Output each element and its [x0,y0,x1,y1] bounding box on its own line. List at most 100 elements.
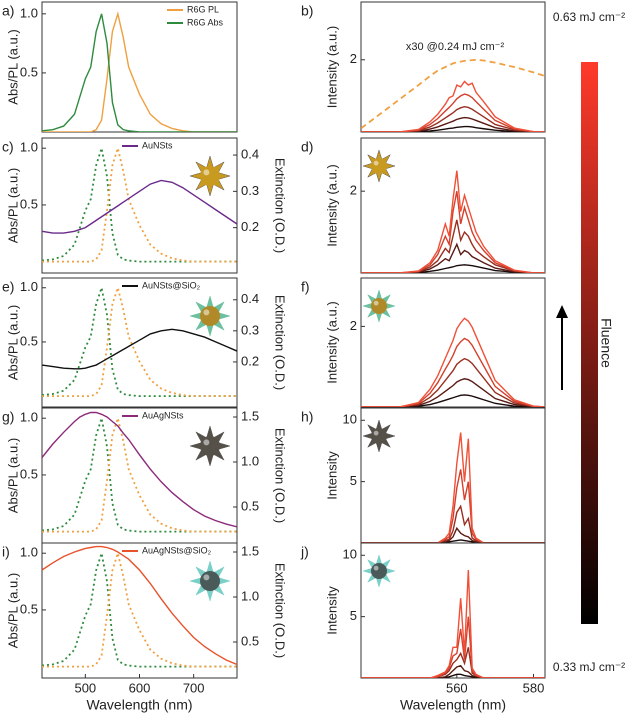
particle-core [371,158,387,174]
panel-label: j) [300,544,309,560]
y-tick-label: 0.5 [20,64,38,79]
y2-tick-label: 0.2 [241,219,259,234]
data-line [42,328,237,370]
data-line [361,469,545,543]
panel-label: e) [2,279,14,295]
y-tick-label: 1.0 [20,410,38,425]
y2-axis-label: Extinction (O.D.) [273,563,288,658]
data-line [361,264,545,273]
particle-core [200,166,220,186]
particle-core [200,436,220,456]
plot-frame [360,277,546,408]
x-axis-label: Wavelength (nm) [86,697,192,713]
colorbar-max-label: 0.63 mJ cm⁻² [553,10,625,24]
panel: c) 0.5 1.0 0.2 0.3 0.4 Abs/PL (a.u.) Extinction… [2,137,288,274]
x-tick-label: 500 [74,680,96,695]
data-line [42,284,237,398]
panel: d) 2 Intensity (a.u.) [301,137,546,274]
data-line [42,13,237,132]
data-line [361,93,545,132]
data-line [361,170,545,273]
legend-label: AuNSts [142,140,173,150]
y-tick-label: 1.0 [20,279,38,294]
particle-highlight [373,565,379,571]
data-line [361,378,545,407]
data-line [42,411,237,528]
panel: b) 2 Intensity (a.u.) x30 @0.24 mJ cm⁻² [301,1,546,133]
y2-tick-label: 0.3 [241,322,259,337]
plot-frame [360,137,546,274]
data-line [361,432,545,543]
data-line [42,549,237,668]
y-tick-label: 0.5 [20,333,38,348]
particle-highlight [373,160,379,166]
plot-frame [360,542,546,679]
data-line [361,569,545,678]
y-axis-label: Intensity [324,586,339,635]
colorbar-label: Fluence [598,318,614,368]
particle-highlight [203,439,210,446]
data-line [361,526,545,543]
y2-tick-label: 0.4 [241,146,259,161]
panel: h) 5 10 Intensity [301,407,546,544]
data-line [361,673,545,678]
data-line [361,357,545,407]
y2-tick-label: 1.0 [241,588,259,603]
x-axis-label: Wavelength (nm) [400,697,506,713]
y-tick-label: 2 [350,318,357,333]
y-axis-label: Abs/PL (a.u.) [5,305,20,380]
x-tick-label: 580 [523,680,545,695]
x-tick-label: 560 [446,680,468,695]
particle-highlight [203,309,210,316]
legend-label: AuNSts@SiO₂ [142,280,201,290]
plot-frame [41,137,238,274]
plot-frame [41,277,238,408]
y-tick-label: 2 [350,51,357,66]
y-tick-label: 2 [350,183,357,198]
data-line [361,647,545,678]
data-line [361,58,545,130]
y2-axis-label: Extinction (O.D.) [273,158,288,253]
data-line [361,242,545,273]
y2-tick-label: 1.0 [241,453,259,468]
data-line [361,394,545,407]
plot-frame [41,407,238,544]
particle-highlight [373,430,379,436]
y-axis-label: Intensity [324,451,339,500]
data-line [42,545,237,666]
y-tick-label: 0.5 [20,196,38,211]
panel-label: f) [301,279,310,295]
panel: g) 0.5 1.0 0.5 1.0 1.5 Abs/PL (a.u.) Extinction… [2,407,288,544]
panel-label: b) [301,3,313,19]
panel: j) 5 10 560 580 Intensity Wavelength (nm) [300,542,546,713]
data-line [361,539,545,543]
colorbar-min-label: 0.33 mJ cm⁻² [553,660,625,674]
panel-label: g) [2,409,14,425]
y-tick-label: 5 [350,608,357,623]
particle-core [371,563,387,579]
y-tick-label: 10 [343,547,357,562]
panel: i) 0.5 1.0 0.5 1.0 1.5 500 600 700 Abs/PL (a.u.) E… [2,542,288,713]
y2-tick-label: 1.5 [241,408,259,423]
y-axis-label: Abs/PL (a.u.) [5,573,20,648]
y-tick-label: 5 [350,473,357,488]
y-tick-label: 10 [343,412,357,427]
panel-label: d) [301,139,313,155]
data-line [361,116,545,132]
panel: f) 2 Intensity (a.u.) [301,277,546,408]
y2-tick-label: 0.5 [241,633,259,648]
x-tick-label: 600 [129,680,151,695]
data-line [361,504,545,543]
data-line [42,179,237,234]
data-line [361,664,545,678]
x-tick-label: 700 [183,680,205,695]
y-tick-label: 1.0 [20,545,38,560]
y-tick-label: 0.5 [20,601,38,616]
panel-label: c) [2,139,14,155]
particle-core [200,306,220,326]
y2-tick-label: 1.5 [241,543,259,558]
data-line [42,11,237,132]
plot-frame [41,542,238,679]
